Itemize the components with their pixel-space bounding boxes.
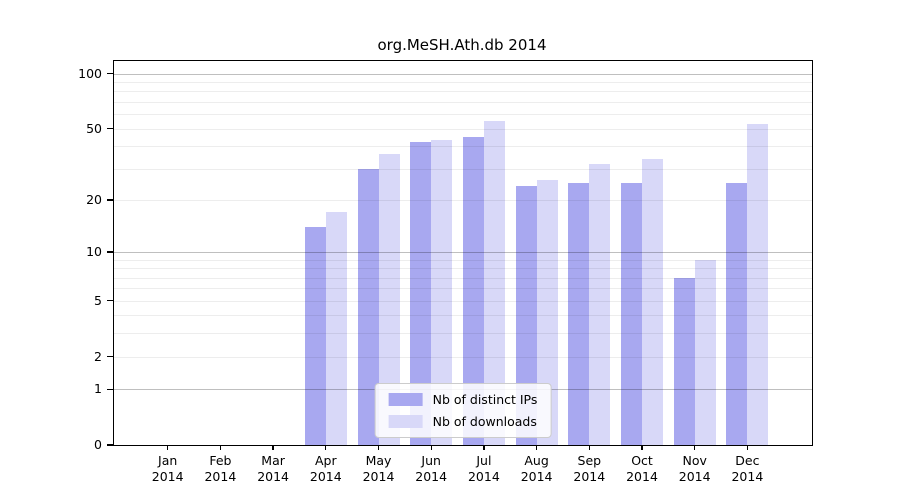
legend: Nb of distinct IPs Nb of downloads: [374, 383, 552, 438]
y-tick-1: [107, 388, 113, 390]
x-tick-label-jun: Jun 2014: [415, 453, 448, 484]
bar-jul-downloads: [483, 120, 505, 445]
bar-may-distinct-ips: [357, 168, 379, 445]
gridline-minor-60: [114, 114, 812, 116]
bar-sep-distinct-ips: [568, 182, 590, 445]
bar-jul-distinct-ips: [462, 136, 484, 445]
legend-label-distinct-ips: Nb of distinct IPs: [432, 392, 538, 407]
x-tick-label-mar: Mar 2014: [257, 453, 289, 484]
y-tick-2: [107, 355, 113, 358]
x-tick-label-feb: Feb 2014: [204, 453, 237, 484]
x-tick-label-sep: Sep 2014: [573, 453, 606, 484]
y-tick-label-100: 100: [78, 65, 102, 81]
y-tick-5: [107, 300, 113, 302]
x-tick-label-jan: Jan 2014: [151, 453, 184, 484]
x-tick-apr: [325, 445, 327, 450]
x-tick-label-oct: Oct 2014: [626, 453, 658, 484]
x-tick-may: [377, 445, 380, 450]
x-tick-oct: [641, 445, 643, 450]
bar-dec-distinct-ips: [726, 182, 748, 445]
x-tick-jul: [483, 445, 485, 450]
bar-aug-distinct-ips: [515, 185, 537, 445]
bar-nov-distinct-ips: [673, 277, 695, 445]
x-tick-label-may: May 2014: [362, 453, 395, 484]
y-tick-50: [107, 127, 113, 130]
legend-swatch-distinct-ips: [388, 393, 423, 406]
gridline-minor-70: [114, 101, 812, 103]
bar-jun-downloads: [431, 140, 453, 445]
legend-item-distinct-ips: Nb of distinct IPs: [388, 392, 538, 407]
plot-area: Nb of distinct IPs Nb of downloads Jan 20…: [78, 60, 813, 484]
bar-may-downloads: [378, 154, 400, 445]
y-tick-10: [107, 251, 113, 253]
legend-swatch-downloads: [388, 415, 423, 428]
bar-oct-distinct-ips: [621, 182, 642, 445]
x-tick-label-dec: Dec 2014: [731, 453, 764, 484]
x-tick-label-jul: Jul 2014: [467, 453, 500, 484]
bar-dec-downloads: [747, 123, 769, 445]
gridline-minor-80: [114, 91, 812, 93]
x-tick-aug: [535, 445, 538, 450]
bar-jun-distinct-ips: [410, 142, 432, 445]
y-tick-0: [107, 444, 113, 446]
gridline-minor-50: [114, 128, 812, 130]
bar-apr-downloads: [325, 212, 347, 445]
x-tick-mar: [272, 445, 274, 450]
y-tick-20: [107, 199, 113, 201]
bar-apr-distinct-ips: [304, 227, 326, 445]
y-tick-label-1: 1: [94, 381, 102, 397]
x-tick-nov: [694, 445, 696, 450]
bar-nov-downloads: [694, 259, 716, 445]
bar-sep-downloads: [589, 163, 611, 445]
x-tick-label-aug: Aug 2014: [520, 453, 553, 484]
x-tick-feb: [219, 445, 222, 450]
legend-item-downloads: Nb of downloads: [388, 414, 538, 429]
x-tick-label-apr: Apr 2014: [309, 453, 342, 484]
chart-title: org.MeSH.Ath.db 2014: [377, 36, 547, 54]
x-tick-label-nov: Nov 2014: [678, 453, 711, 484]
gridline-major-100: [114, 73, 812, 75]
y-tick-label-5: 5: [94, 292, 102, 308]
x-tick-jan: [167, 445, 169, 450]
gridline-minor-90: [114, 81, 812, 83]
x-tick-sep: [588, 445, 590, 450]
bar-oct-downloads: [642, 158, 663, 445]
y-tick-100: [107, 72, 113, 75]
y-tick-label-10: 10: [86, 243, 102, 259]
x-tick-jun: [430, 445, 432, 450]
y-tick-label-50: 50: [86, 120, 102, 136]
y-tick-label-0: 0: [94, 437, 102, 452]
y-tick-label-2: 2: [94, 348, 102, 364]
x-tick-dec: [746, 445, 749, 450]
y-tick-label-20: 20: [86, 191, 102, 207]
legend-label-downloads: Nb of downloads: [432, 414, 537, 429]
bar-aug-downloads: [536, 179, 558, 445]
